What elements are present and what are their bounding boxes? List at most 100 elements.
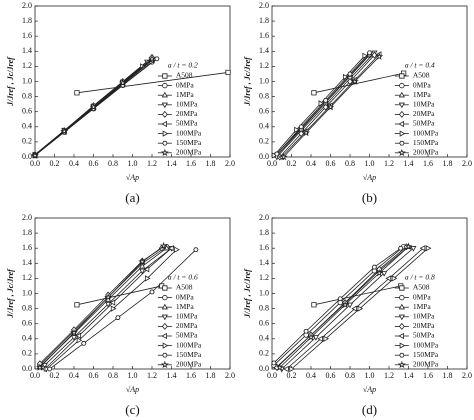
- x-tick-label: 1.0: [128, 159, 138, 168]
- x-tick-label: 0.2: [50, 159, 60, 168]
- marker: [311, 302, 317, 308]
- series-line: [276, 52, 370, 155]
- panel-label: (c): [125, 402, 139, 417]
- legend-marker: [161, 322, 168, 330]
- x-tick-label: 0.4: [306, 371, 316, 380]
- y-tick-label: 0.8: [259, 303, 269, 312]
- y-tick-label: 2.0: [259, 1, 269, 10]
- x-tick-label: 1.6: [423, 371, 433, 380]
- marker: [139, 262, 146, 269]
- legend-marker: [398, 332, 405, 340]
- annotation: a / t = 0.8: [405, 273, 435, 282]
- annotation: a / t = 0.2: [168, 61, 198, 70]
- marker: [294, 126, 300, 133]
- panel-label: (d): [362, 402, 377, 417]
- y-tick-label: 0.0: [22, 364, 32, 373]
- marker: [312, 335, 319, 341]
- marker: [271, 360, 277, 366]
- legend-label: 0MPa: [413, 292, 432, 301]
- legend-label: 50MPa: [176, 331, 198, 340]
- x-tick-label: 1.0: [365, 371, 375, 380]
- marker: [274, 151, 280, 157]
- legend-marker: [161, 332, 168, 340]
- marker: [159, 241, 168, 250]
- marker: [410, 246, 417, 252]
- marker: [76, 337, 83, 344]
- x-tick-label: 0.2: [50, 371, 60, 380]
- legend-label: 50MPa: [413, 331, 435, 340]
- legend-marker: [162, 294, 168, 301]
- annotation: a / t = 0.6: [168, 273, 198, 282]
- legend-label: 100MPa: [176, 340, 202, 349]
- x-tick-label: 2.0: [225, 159, 235, 168]
- x-tick-label: 1.2: [147, 371, 157, 380]
- marker: [118, 78, 127, 87]
- marker: [109, 299, 116, 306]
- legend-label: 200MPa: [176, 148, 202, 157]
- marker: [115, 315, 121, 320]
- legend-label: 50MPa: [176, 119, 198, 128]
- y-tick-label: 0.6: [22, 319, 32, 328]
- y-tick-label: 1.6: [259, 31, 269, 40]
- marker: [404, 242, 413, 251]
- series-line: [281, 247, 414, 370]
- marker: [371, 51, 378, 59]
- marker: [279, 152, 288, 161]
- legend-label: 0MPa: [176, 292, 195, 301]
- x-tick-label: 0.4: [69, 371, 79, 380]
- x-tick-label: 1.6: [423, 159, 433, 168]
- x-tick-label: 0.8: [345, 159, 355, 168]
- y-tick-label: 0.0: [259, 152, 269, 161]
- x-axis-label: √Ap: [126, 385, 139, 394]
- legend-label: 20MPa: [413, 321, 435, 330]
- y-tick-label: 0.2: [259, 137, 269, 146]
- series-line: [76, 285, 162, 306]
- marker: [375, 52, 384, 60]
- y-tick-label: 2.0: [22, 213, 32, 222]
- legend-label: 100MPa: [413, 340, 439, 349]
- legend-marker: [399, 285, 405, 291]
- x-tick-label: 0.6: [89, 371, 99, 380]
- legend-marker: [397, 360, 406, 369]
- legend-label: 20MPa: [413, 109, 435, 118]
- y-axis-label: J/Jref , Jc/Jref: [243, 56, 252, 107]
- marker: [143, 266, 150, 273]
- legend-marker: [399, 82, 405, 89]
- y-tick-label: 0.6: [22, 107, 32, 116]
- legend-marker: [162, 352, 168, 358]
- legend-label: A508: [413, 283, 430, 292]
- x-tick-label: 0.4: [69, 159, 79, 168]
- x-tick-label: 0.6: [326, 159, 336, 168]
- legend-label: 0MPa: [176, 80, 195, 89]
- y-tick-label: 0.6: [259, 319, 269, 328]
- x-tick-label: 0.8: [108, 371, 118, 380]
- marker: [149, 289, 155, 295]
- marker: [225, 69, 231, 76]
- legend-label: 150MPa: [413, 350, 439, 359]
- y-tick-label: 1.8: [22, 228, 32, 237]
- marker: [371, 264, 378, 270]
- x-tick-label: 0.8: [108, 159, 118, 168]
- marker: [35, 363, 44, 371]
- legend-marker: [160, 360, 169, 369]
- marker: [168, 245, 174, 252]
- legend-label: 200MPa: [413, 360, 439, 369]
- legend-marker: [399, 352, 405, 358]
- marker: [139, 268, 146, 275]
- legend-marker: [161, 120, 168, 128]
- y-tick-label: 1.8: [259, 16, 269, 25]
- x-tick-label: 0.0: [267, 371, 277, 380]
- legend-marker: [399, 294, 405, 301]
- legend-label: 10MPa: [413, 100, 435, 109]
- marker: [385, 275, 392, 282]
- legend-label: 1MPa: [176, 302, 195, 311]
- y-tick-label: 1.2: [259, 61, 269, 70]
- marker: [337, 296, 343, 302]
- legend-label: A508: [413, 71, 430, 80]
- x-tick-label: 1.4: [404, 371, 414, 380]
- legend-marker: [399, 342, 406, 349]
- marker: [70, 328, 78, 337]
- legend-marker: [161, 110, 168, 118]
- y-tick-label: 0.4: [259, 122, 269, 131]
- legend-marker: [398, 314, 405, 321]
